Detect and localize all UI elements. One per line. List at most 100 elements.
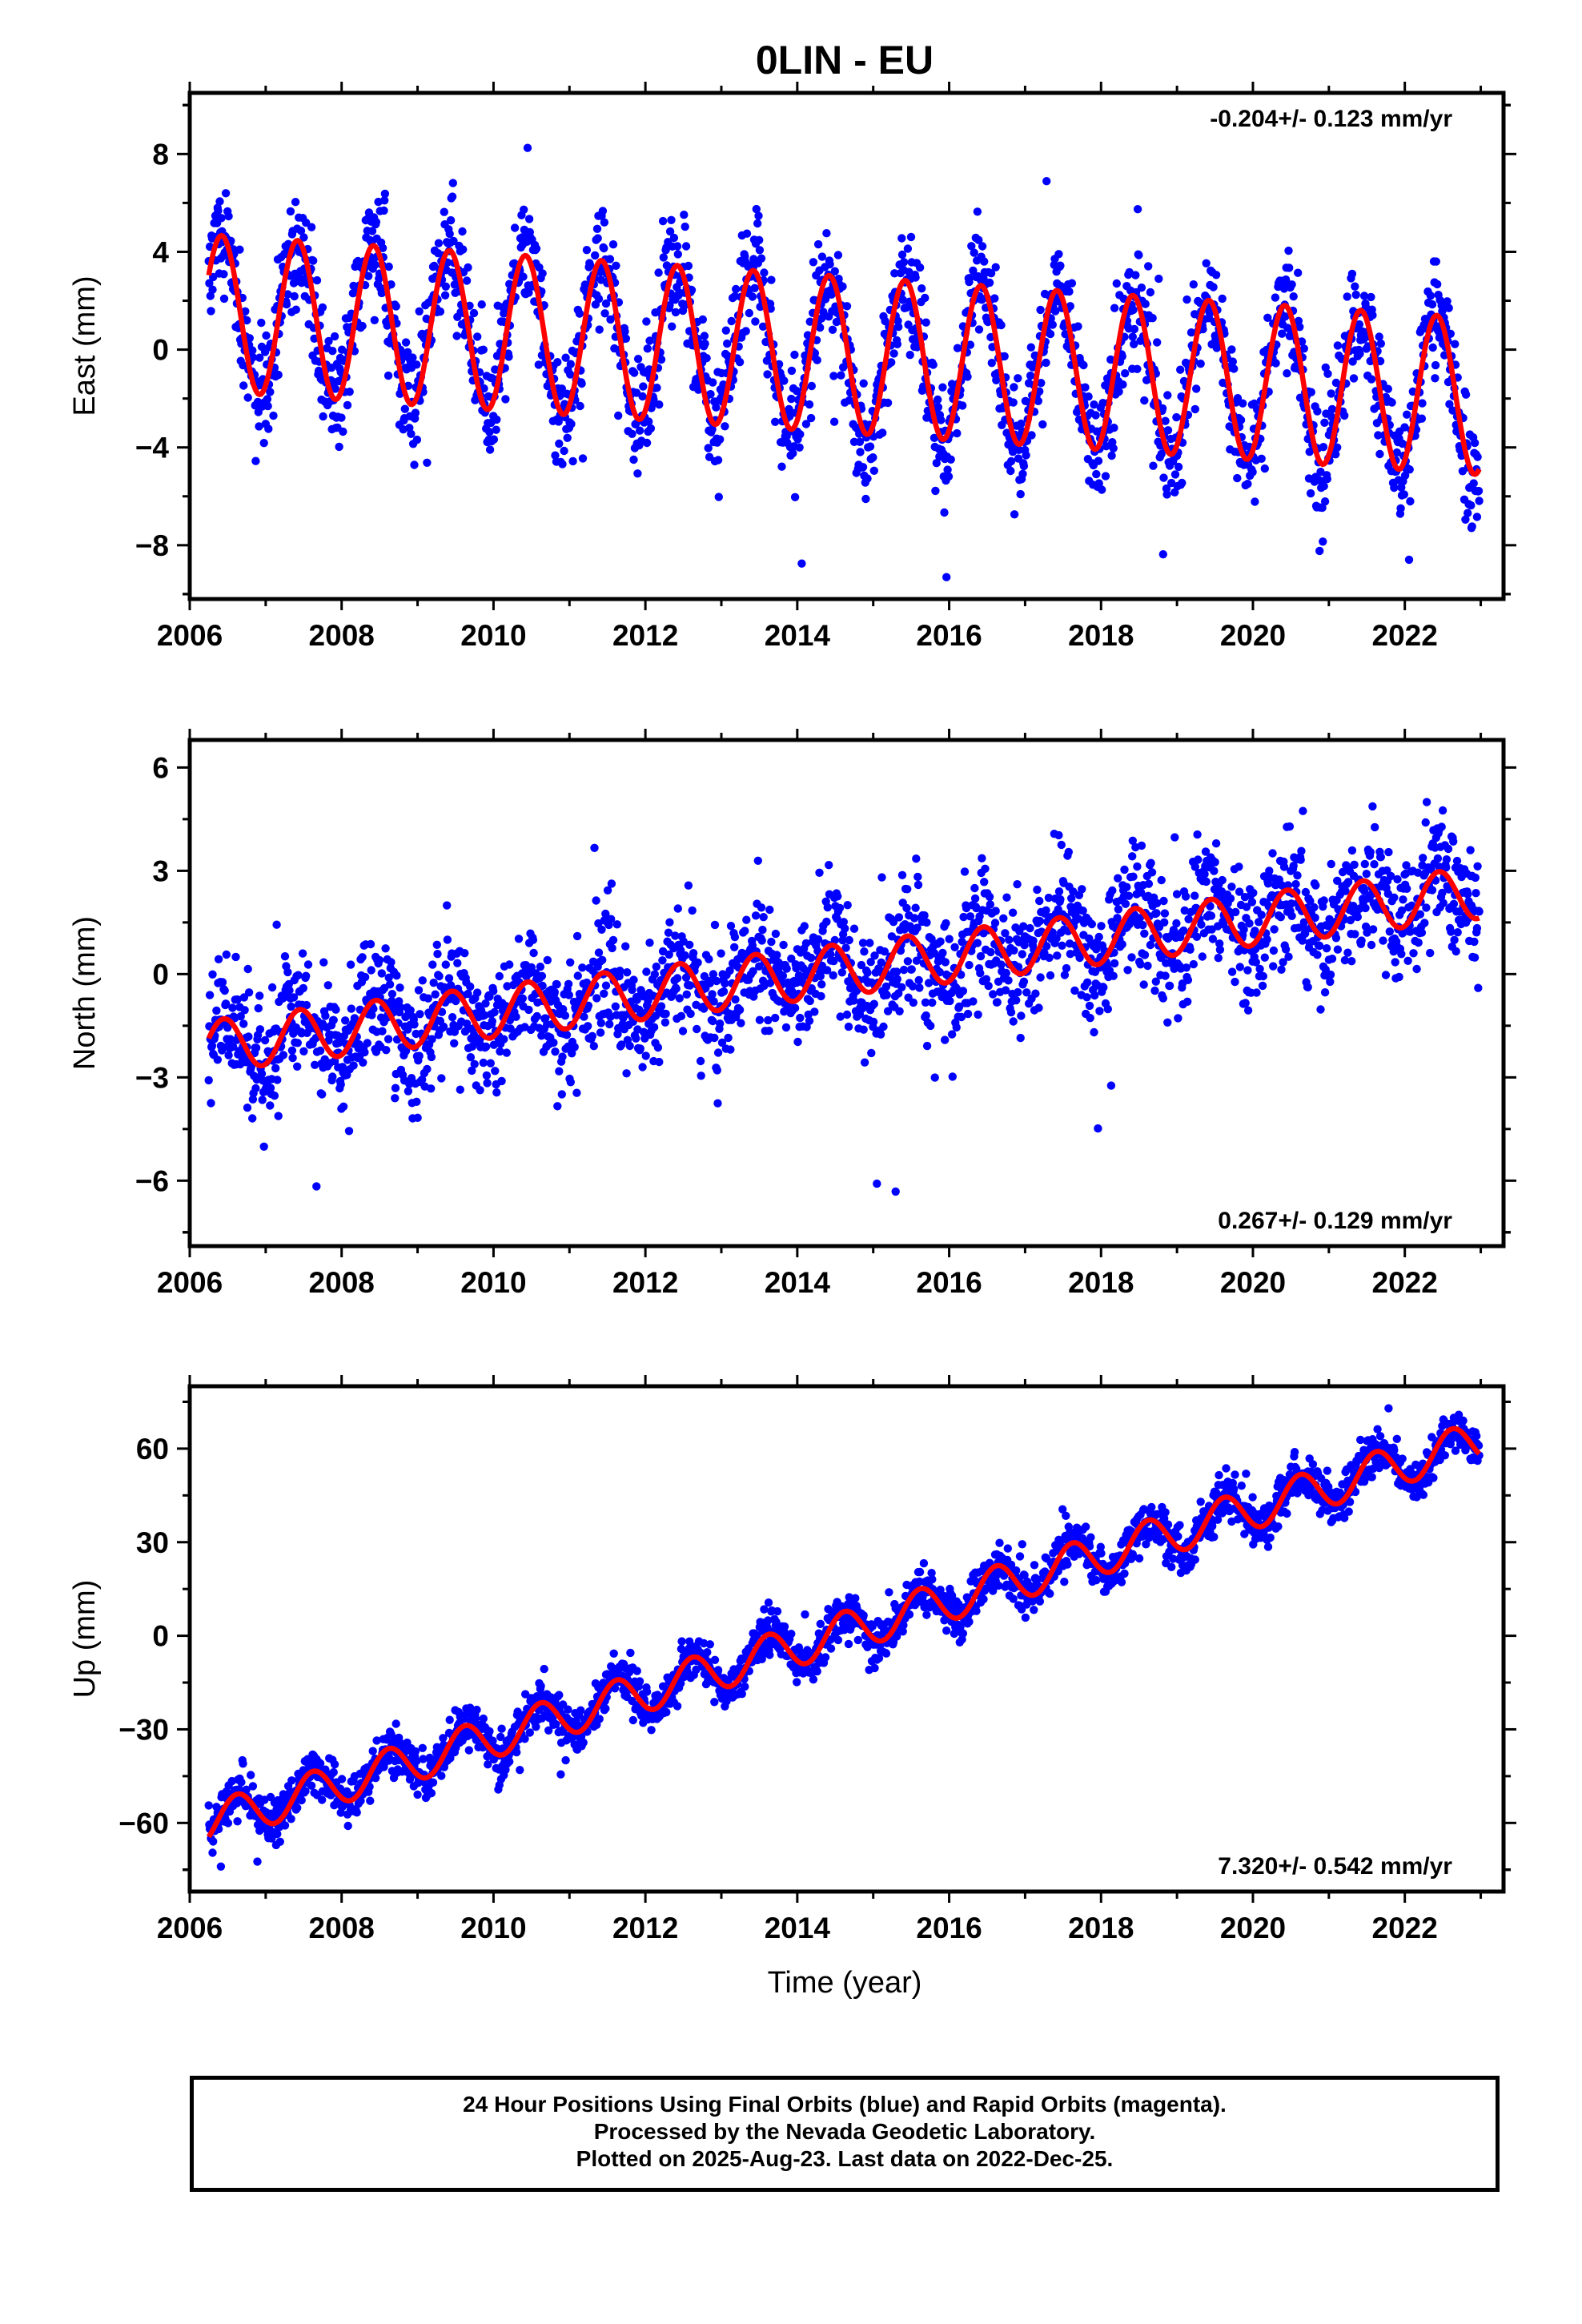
north-point — [1183, 997, 1192, 1007]
east-point — [1022, 451, 1030, 460]
east-point — [865, 442, 875, 451]
north-point — [321, 1011, 330, 1020]
north-point — [1257, 911, 1266, 919]
north-point — [841, 924, 849, 933]
north-point — [416, 1010, 424, 1019]
east-point — [259, 439, 268, 448]
east-point — [680, 211, 689, 219]
north-point — [1150, 986, 1159, 995]
north-point — [632, 995, 641, 1004]
east-point — [523, 143, 532, 152]
north-point — [226, 1035, 235, 1043]
east-point — [205, 279, 214, 287]
north-point — [497, 1076, 506, 1086]
north-point — [782, 964, 791, 973]
north-point — [1128, 852, 1137, 861]
north-point — [257, 1069, 267, 1079]
north-point — [717, 949, 725, 958]
north-point — [713, 1048, 723, 1057]
north-point — [936, 937, 945, 946]
east-point — [1158, 550, 1168, 559]
north-point — [240, 1006, 249, 1015]
north-point — [1291, 879, 1300, 889]
north-point — [730, 932, 740, 942]
east-point — [605, 255, 615, 263]
north-point — [476, 1086, 484, 1095]
east-point — [400, 404, 409, 413]
east-point — [274, 370, 283, 380]
east-point — [815, 323, 825, 332]
north-point — [981, 864, 990, 874]
east-point — [452, 332, 461, 340]
north-point — [607, 915, 616, 923]
east-point — [1118, 380, 1127, 389]
north-ylabel: North (mm) — [68, 916, 102, 1070]
north-point — [1157, 875, 1166, 885]
east-point — [638, 392, 647, 401]
east-point — [713, 456, 723, 464]
north-point — [258, 1096, 267, 1104]
east-point — [554, 417, 563, 426]
east-point — [883, 398, 893, 408]
east-point — [934, 403, 943, 412]
east-point — [563, 433, 572, 442]
east-point — [1295, 323, 1304, 332]
north-point — [1255, 964, 1264, 974]
east-point — [967, 242, 976, 251]
north-point — [220, 986, 229, 995]
east-point — [1320, 418, 1329, 427]
north-point — [1311, 881, 1320, 890]
east-point — [673, 242, 682, 251]
east-point — [501, 395, 510, 404]
north-point — [524, 1005, 533, 1015]
north-point — [1211, 858, 1219, 866]
north-point — [1211, 839, 1221, 848]
east-point — [721, 326, 730, 335]
east-point — [742, 229, 752, 238]
north-point — [912, 854, 921, 863]
east-point — [436, 307, 445, 316]
north-point — [612, 920, 621, 929]
north-point — [607, 879, 616, 888]
north-point — [208, 970, 217, 979]
east-point — [1218, 294, 1227, 304]
east-point — [1333, 341, 1343, 350]
north-point — [1245, 919, 1254, 928]
east-point — [336, 368, 345, 376]
east-point — [1426, 292, 1435, 300]
north-point — [790, 1003, 800, 1012]
north-point — [601, 909, 610, 919]
east-point — [423, 458, 432, 467]
north-point — [1471, 873, 1480, 883]
east-point — [656, 46, 664, 54]
north-point — [251, 1084, 260, 1093]
east-point — [869, 466, 879, 475]
north-point — [1450, 935, 1459, 945]
north-point — [1064, 847, 1074, 857]
north-point — [793, 1037, 802, 1047]
east-point — [797, 559, 806, 568]
east-point — [1355, 349, 1364, 358]
north-point — [671, 931, 680, 940]
east-point — [207, 307, 215, 316]
east-point — [324, 336, 333, 346]
east-point — [1271, 293, 1280, 302]
east-point — [649, 395, 658, 404]
north-point — [928, 998, 937, 1007]
north-point — [1473, 862, 1482, 871]
north-point — [1143, 961, 1152, 971]
north-point — [882, 991, 891, 999]
east-point — [755, 235, 764, 244]
north-point — [559, 1005, 568, 1014]
north-point — [601, 981, 611, 990]
east-point — [310, 334, 319, 343]
east-point — [752, 204, 761, 214]
east-point — [1228, 357, 1238, 366]
north-point — [233, 995, 242, 1004]
north-point — [1475, 907, 1484, 916]
north-point — [742, 915, 751, 924]
north-point — [863, 968, 872, 977]
north-point — [963, 1009, 973, 1019]
north-point — [1235, 862, 1243, 871]
north-point — [377, 969, 386, 978]
